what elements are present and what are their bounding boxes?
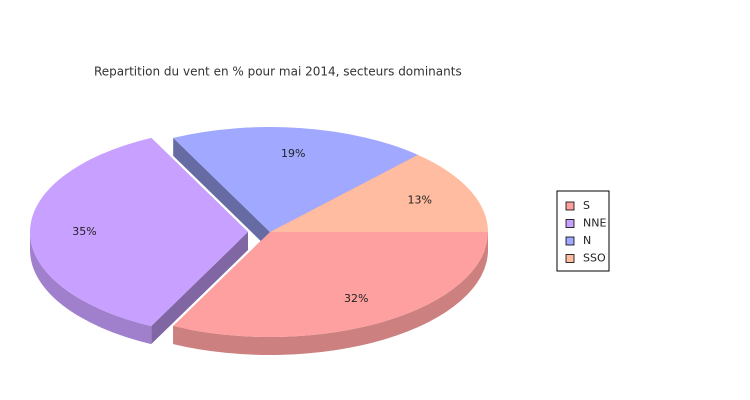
legend-swatch bbox=[565, 201, 575, 211]
pie-slice bbox=[270, 154, 488, 232]
chart-title: Repartition du vent en % pour mai 2014, … bbox=[94, 65, 462, 79]
legend-label: N bbox=[583, 234, 591, 247]
legend-swatch bbox=[565, 236, 575, 246]
value-label: 35% bbox=[72, 225, 96, 238]
pie-tops bbox=[29, 126, 488, 338]
legend-swatch bbox=[565, 219, 575, 228]
slice-edge-side bbox=[173, 137, 270, 250]
slice-wall bbox=[173, 232, 488, 355]
value-label: 19% bbox=[281, 147, 305, 160]
legend-swatch bbox=[565, 254, 575, 263]
pie-slice bbox=[29, 137, 248, 327]
legend-label: SSO bbox=[583, 252, 606, 265]
legend-label: S bbox=[583, 199, 590, 212]
value-label: 13% bbox=[408, 193, 432, 206]
slice-edge-side bbox=[151, 232, 248, 345]
pie-slice bbox=[173, 126, 418, 232]
legend: S NNE N SSO bbox=[565, 199, 606, 265]
legend-label: NNE bbox=[583, 217, 606, 230]
pie-slice bbox=[173, 232, 488, 338]
slice-wall bbox=[30, 232, 152, 345]
value-label: 32% bbox=[344, 292, 368, 305]
pie-labels: 32% 35% 19% 13% bbox=[72, 147, 432, 305]
